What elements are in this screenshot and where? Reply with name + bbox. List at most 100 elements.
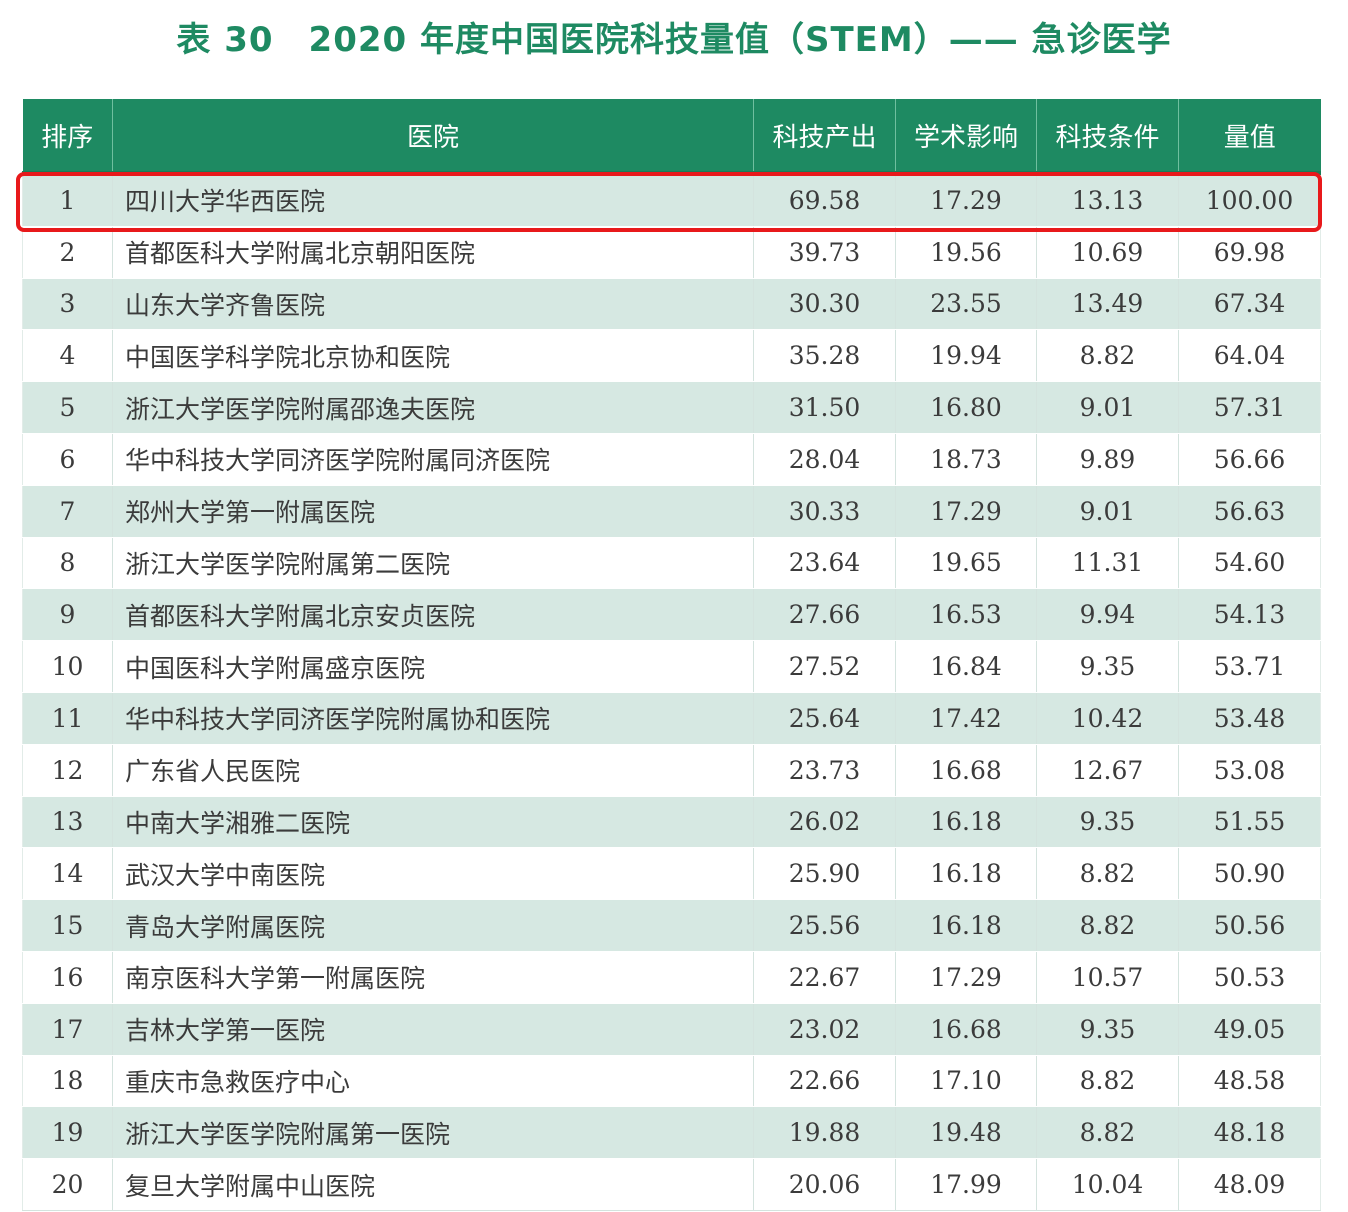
cell-academic-impact: 16.68 <box>895 744 1037 797</box>
cell-hospital: 武汉大学中南医院 <box>112 847 754 901</box>
table-body: 1 四川大学华西医院 69.58 17.29 13.13 100.00 2 首都医科大学附属北… <box>22 173 1321 1211</box>
cell-tech-conditions: 13.49 <box>1036 278 1179 331</box>
cell-hospital: 首都医科大学附属北京朝阳医院 <box>112 226 754 279</box>
cell-rank: 9 <box>22 588 113 642</box>
header-tech-conditions: 科技条件 <box>1036 99 1179 175</box>
cell-tech-output: 25.90 <box>753 847 896 901</box>
cell-tech-conditions: 8.82 <box>1036 899 1179 952</box>
cell-tech-conditions: 13.13 <box>1036 173 1179 227</box>
cell-academic-impact: 19.65 <box>895 537 1037 590</box>
cell-tech-conditions: 10.04 <box>1036 1158 1179 1211</box>
cell-hospital: 华中科技大学同济医学院附属同济医院 <box>112 433 754 486</box>
cell-tech-output: 28.04 <box>753 433 896 486</box>
cell-tech-conditions: 9.01 <box>1036 485 1179 538</box>
table-row: 13 中南大学湘雅二医院 26.02 16.18 9.35 51.55 <box>22 796 1321 849</box>
cell-hospital: 吉林大学第一医院 <box>112 1003 754 1056</box>
cell-tech-output: 22.66 <box>753 1055 896 1108</box>
header-tech-output: 科技产出 <box>753 99 896 175</box>
cell-score: 48.18 <box>1178 1106 1321 1160</box>
cell-academic-impact: 17.29 <box>895 951 1037 1004</box>
cell-tech-output: 23.64 <box>753 537 896 590</box>
cell-tech-conditions: 9.89 <box>1036 433 1179 486</box>
cell-academic-impact: 16.84 <box>895 640 1037 693</box>
cell-academic-impact: 17.10 <box>895 1055 1037 1108</box>
table-header: 排序 医院 科技产出 学术影响 科技条件 量值 <box>22 99 1321 175</box>
cell-rank: 2 <box>22 226 113 279</box>
cell-rank: 8 <box>22 537 113 590</box>
cell-hospital: 复旦大学附属中山医院 <box>112 1158 754 1211</box>
header-score: 量值 <box>1178 99 1321 175</box>
cell-score: 53.08 <box>1178 744 1321 797</box>
table-row: 4 中国医学科学院北京协和医院 35.28 19.94 8.82 64.04 <box>22 329 1321 383</box>
table-row: 12 广东省人民医院 23.73 16.68 12.67 53.08 <box>22 744 1321 797</box>
cell-academic-impact: 17.29 <box>895 173 1037 227</box>
cell-rank: 18 <box>22 1055 113 1108</box>
cell-rank: 16 <box>22 951 113 1004</box>
cell-hospital: 四川大学华西医院 <box>112 173 754 227</box>
cell-score: 53.71 <box>1178 640 1321 693</box>
cell-rank: 19 <box>22 1106 113 1160</box>
cell-academic-impact: 17.99 <box>895 1158 1037 1211</box>
cell-tech-output: 31.50 <box>753 381 896 434</box>
cell-hospital: 中国医学科学院北京协和医院 <box>112 329 754 383</box>
cell-score: 54.60 <box>1178 537 1321 590</box>
page-title: 表 30 2020 年度中国医院科技量值（STEM）—— 急诊医学 <box>176 20 1172 60</box>
table-row: 1 四川大学华西医院 69.58 17.29 13.13 100.00 <box>22 173 1321 227</box>
cell-tech-conditions: 8.82 <box>1036 847 1179 901</box>
header-hospital: 医院 <box>112 99 754 175</box>
table-row: 17 吉林大学第一医院 23.02 16.68 9.35 49.05 <box>22 1003 1321 1056</box>
cell-academic-impact: 19.94 <box>895 329 1037 383</box>
cell-academic-impact: 17.29 <box>895 485 1037 538</box>
cell-score: 51.55 <box>1178 796 1321 849</box>
cell-rank: 1 <box>22 173 113 227</box>
table-row: 14 武汉大学中南医院 25.90 16.18 8.82 50.90 <box>22 847 1321 901</box>
cell-tech-output: 39.73 <box>753 226 896 279</box>
cell-rank: 13 <box>22 796 113 849</box>
cell-academic-impact: 16.80 <box>895 381 1037 434</box>
header-academic-impact: 学术影响 <box>895 99 1037 175</box>
cell-tech-output: 19.88 <box>753 1106 896 1160</box>
cell-hospital: 浙江大学医学院附属第一医院 <box>112 1106 754 1160</box>
cell-hospital: 山东大学齐鲁医院 <box>112 278 754 331</box>
cell-hospital: 华中科技大学同济医学院附属协和医院 <box>112 692 754 745</box>
cell-hospital: 南京医科大学第一附属医院 <box>112 951 754 1004</box>
cell-hospital: 浙江大学医学院附属邵逸夫医院 <box>112 381 754 434</box>
cell-tech-output: 27.66 <box>753 588 896 642</box>
cell-score: 57.31 <box>1178 381 1321 434</box>
table-row: 20 复旦大学附属中山医院 20.06 17.99 10.04 48.09 <box>22 1158 1321 1211</box>
cell-academic-impact: 23.55 <box>895 278 1037 331</box>
cell-score: 67.34 <box>1178 278 1321 331</box>
table-row: 11 华中科技大学同济医学院附属协和医院 25.64 17.42 10.42 53.48 <box>22 692 1321 745</box>
cell-rank: 15 <box>22 899 113 952</box>
cell-tech-conditions: 10.69 <box>1036 226 1179 279</box>
cell-academic-impact: 19.48 <box>895 1106 1037 1160</box>
cell-score: 56.66 <box>1178 433 1321 486</box>
cell-rank: 20 <box>22 1158 113 1211</box>
cell-tech-conditions: 9.94 <box>1036 588 1179 642</box>
ranking-table-container: 排序 医院 科技产出 学术影响 科技条件 量值 1 四川大学华西医院 69.58 17… <box>22 99 1321 1211</box>
cell-tech-output: 20.06 <box>753 1158 896 1211</box>
table-row: 9 首都医科大学附属北京安贞医院 27.66 16.53 9.94 54.13 <box>22 588 1321 642</box>
cell-tech-output: 35.28 <box>753 329 896 383</box>
cell-hospital: 中南大学湘雅二医院 <box>112 796 754 849</box>
table-row: 7 郑州大学第一附属医院 30.33 17.29 9.01 56.63 <box>22 485 1321 538</box>
cell-hospital: 青岛大学附属医院 <box>112 899 754 952</box>
table-row: 18 重庆市急救医疗中心 22.66 17.10 8.82 48.58 <box>22 1055 1321 1108</box>
cell-tech-conditions: 12.67 <box>1036 744 1179 797</box>
cell-rank: 17 <box>22 1003 113 1056</box>
table-row: 15 青岛大学附属医院 25.56 16.18 8.82 50.56 <box>22 899 1321 952</box>
cell-tech-output: 25.56 <box>753 899 896 952</box>
cell-academic-impact: 16.53 <box>895 588 1037 642</box>
cell-academic-impact: 19.56 <box>895 226 1037 279</box>
cell-tech-output: 23.02 <box>753 1003 896 1056</box>
table-row: 10 中国医科大学附属盛京医院 27.52 16.84 9.35 53.71 <box>22 640 1321 693</box>
cell-tech-output: 30.30 <box>753 278 896 331</box>
cell-tech-output: 25.64 <box>753 692 896 745</box>
cell-rank: 11 <box>22 692 113 745</box>
table-row: 19 浙江大学医学院附属第一医院 19.88 19.48 8.82 48.18 <box>22 1106 1321 1160</box>
cell-tech-conditions: 9.35 <box>1036 640 1179 693</box>
cell-rank: 4 <box>22 329 113 383</box>
cell-score: 48.09 <box>1178 1158 1321 1211</box>
cell-score: 54.13 <box>1178 588 1321 642</box>
cell-hospital: 首都医科大学附属北京安贞医院 <box>112 588 754 642</box>
